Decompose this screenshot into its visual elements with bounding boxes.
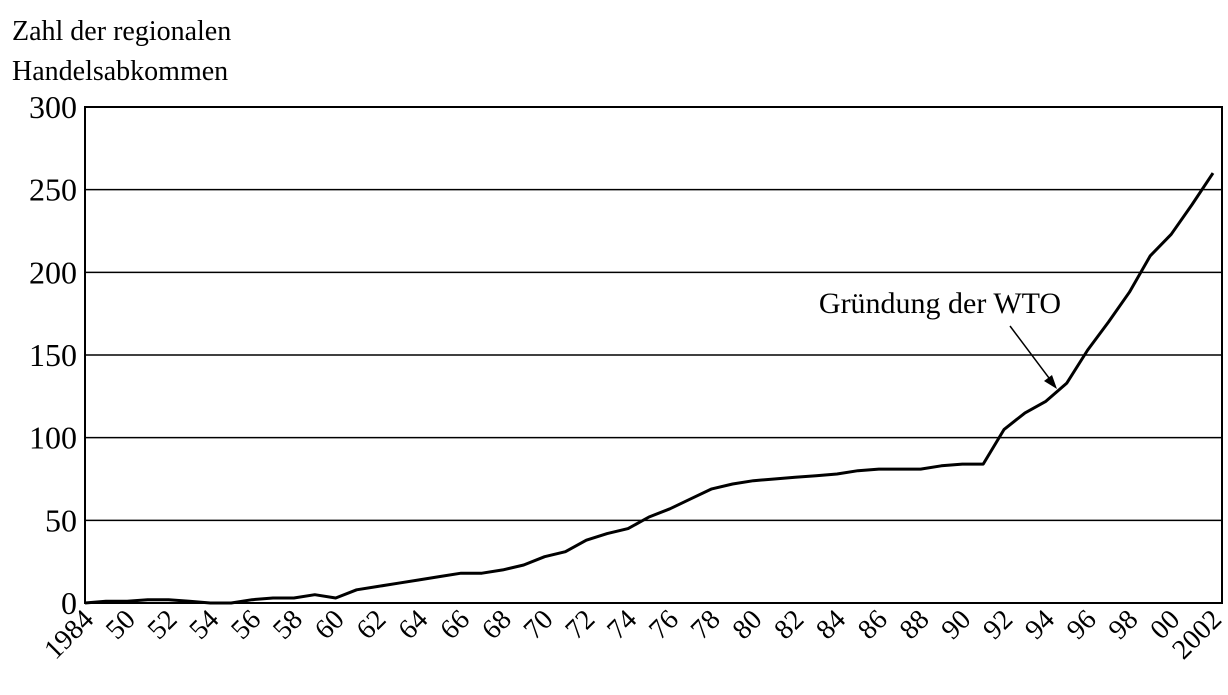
x-tick-label: 82 bbox=[768, 604, 810, 646]
x-tick-label: 88 bbox=[894, 604, 936, 646]
x-tick-label: 52 bbox=[142, 604, 184, 646]
x-tick-label: 68 bbox=[476, 604, 518, 646]
x-tick-label: 2002 bbox=[1166, 604, 1228, 666]
y-tick-label: 200 bbox=[29, 254, 77, 290]
x-tick-label: 96 bbox=[1061, 604, 1103, 646]
x-tick-label: 80 bbox=[727, 604, 769, 646]
x-tick-label: 56 bbox=[225, 604, 267, 646]
y-tick-label: 50 bbox=[45, 502, 77, 538]
x-tick-label: 76 bbox=[643, 604, 685, 646]
y-axis-label: Handelsabkommen bbox=[12, 56, 228, 87]
y-tick-label: 0 bbox=[61, 585, 77, 621]
x-tick-label: 70 bbox=[518, 604, 560, 646]
x-tick-label: 94 bbox=[1019, 604, 1061, 646]
y-tick-label: 150 bbox=[29, 337, 77, 373]
y-tick-label: 100 bbox=[29, 420, 77, 456]
x-tick-label: 58 bbox=[267, 604, 309, 646]
x-tick-label: 74 bbox=[601, 604, 643, 646]
x-tick-label: 72 bbox=[560, 604, 602, 646]
x-tick-label: 90 bbox=[936, 604, 978, 646]
y-axis-label: Zahl der regionalen bbox=[12, 16, 231, 47]
x-tick-label: 78 bbox=[685, 604, 727, 646]
x-tick-label: 62 bbox=[351, 604, 393, 646]
x-tick-label: 54 bbox=[184, 604, 226, 646]
annotation-arrow bbox=[1009, 325, 1056, 387]
annotation: Gründung der WTO bbox=[819, 287, 1061, 320]
x-tick-label: 92 bbox=[977, 604, 1019, 646]
x-tick-label: 86 bbox=[852, 604, 894, 646]
data-line bbox=[84, 172, 1215, 605]
x-tick-label: 66 bbox=[434, 604, 476, 646]
y-tick-label: 300 bbox=[29, 89, 77, 125]
x-tick-label: 98 bbox=[1103, 604, 1145, 646]
y-tick-label: 250 bbox=[29, 172, 77, 208]
annotation-arrowhead bbox=[1044, 375, 1057, 389]
x-tick-label: 64 bbox=[392, 604, 434, 646]
x-tick-label: 1984 bbox=[38, 604, 100, 666]
x-tick-label: 84 bbox=[810, 604, 852, 646]
x-tick-label: 50 bbox=[100, 604, 142, 646]
x-tick-label: 60 bbox=[309, 604, 351, 646]
